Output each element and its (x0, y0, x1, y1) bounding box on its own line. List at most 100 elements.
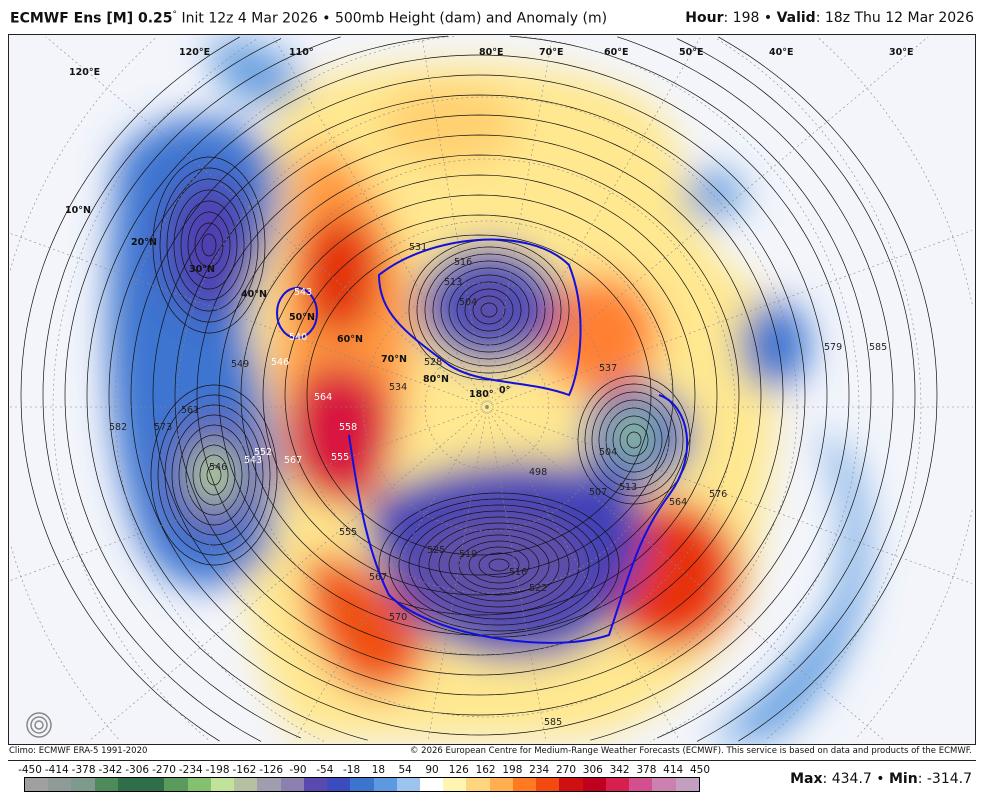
map-label: 516 (454, 257, 472, 268)
height-contour (152, 156, 266, 334)
colorbar-swatch (443, 778, 467, 791)
height-contour (171, 414, 257, 536)
map-label: 498 (529, 467, 547, 478)
init-time: Init 12z 4 Mar 2026 (181, 10, 318, 27)
map-label: 513 (444, 277, 462, 288)
540-contour (377, 238, 582, 397)
colorbar-swatch (257, 778, 281, 791)
max-label: Max (790, 771, 823, 787)
map-label: 10°N (65, 205, 91, 216)
map-label: 555 (331, 452, 349, 463)
colorbar-tick-label: 342 (609, 764, 630, 776)
colorbar-swatch (629, 778, 653, 791)
height-contour (448, 274, 530, 346)
colorbar-swatch (141, 778, 165, 791)
height-contour (448, 534, 550, 596)
colorbar-tick-label: -198 (205, 764, 230, 776)
map-label: 513 (619, 482, 637, 493)
colorbar-swatch (373, 778, 397, 791)
climo-note: Climo: ECMWF ERA-5 1991-2020 (9, 746, 148, 756)
map-label: 564 (314, 392, 332, 403)
map-label: 80°N (423, 374, 449, 385)
map-label: 543 (244, 455, 262, 466)
height-contour (416, 246, 562, 374)
map-label: 516 (509, 567, 527, 578)
height-contour (150, 384, 278, 566)
height-contour (20, 36, 938, 742)
colorbar-swatch (536, 778, 560, 791)
height-contour (432, 260, 546, 360)
height-contour (262, 194, 696, 596)
map-label: 30°N (189, 264, 215, 275)
anomaly-map: 10°N 20°N 30°N 40°N 50°N 60°N 70°N 80°N 180° 0° 12… (9, 35, 973, 742)
height-contour (408, 510, 590, 620)
min-value: -314.7 (926, 771, 972, 787)
max-min-readout: Max: 434.7 • Min: -314.7 (790, 771, 972, 787)
height-contour (130, 74, 828, 716)
height-contour (86, 35, 872, 741)
map-label: 70°E (539, 47, 563, 58)
meridian (486, 406, 547, 741)
map-label: 540 (289, 332, 307, 343)
meridian (486, 406, 885, 741)
height-contour (240, 174, 718, 616)
height-contour (192, 444, 236, 506)
height-contour (584, 383, 684, 497)
height-contour (194, 222, 224, 268)
map-label: 564 (669, 497, 687, 508)
colorbar-ticks: -450 -414 -378 -342 -306 -270 -234 -198 -162 -126… (10, 764, 710, 778)
colorbar-tick-label: -270 (152, 764, 176, 776)
map-label: 534 (389, 382, 407, 393)
colorbar-tick-label: 270 (555, 764, 577, 776)
height-contour (159, 167, 259, 323)
height-contour (428, 522, 570, 608)
map-label: 555 (339, 527, 357, 538)
height-contour (306, 234, 652, 556)
height-contour (166, 178, 252, 312)
map-title: ECMWF Ens [M] 0.25° Init 12z 4 Mar 2026 … (10, 10, 607, 27)
meridian (273, 37, 488, 408)
colorbar-tick-label: 306 (582, 764, 603, 776)
product-name: 500mb Height (dam) and Anomaly (m) (334, 10, 608, 27)
colorbar-tick-label: -234 (178, 764, 203, 776)
meridian (486, 406, 973, 584)
height-contour (378, 492, 620, 638)
height-contour (418, 516, 580, 614)
height-contour (152, 94, 806, 696)
colorbar-swatch (419, 778, 444, 791)
colorbar-swatch (512, 778, 537, 791)
colorbar-swatch (117, 778, 142, 791)
map-label: 576 (709, 489, 727, 500)
map-label: 567 (369, 572, 387, 583)
map-label: 70°N (381, 354, 407, 365)
map-label: 60°E (604, 47, 628, 58)
colorbar-tick-label: 54 (398, 764, 412, 776)
colorbar-tick-label: -450 (18, 764, 42, 776)
colorbar-swatch (48, 778, 72, 791)
hour-label: Hour (685, 10, 724, 26)
colorbar-swatch (234, 778, 258, 791)
height-contour (218, 154, 740, 636)
map-label: 30°E (889, 47, 913, 58)
colorbar-tick-label: -342 (98, 764, 123, 776)
colorbar-tick-label: -306 (125, 764, 150, 776)
map-label: 579 (824, 342, 842, 353)
colorbar-swatch (350, 778, 374, 791)
map-label: 180° (469, 389, 494, 400)
map-label: 504 (599, 447, 617, 458)
map-label: 519 (459, 549, 477, 560)
colorbar-tick-label: -90 (289, 764, 307, 776)
map-label: 552 (254, 447, 272, 458)
height-contour (480, 302, 498, 318)
map-label: 525 (427, 545, 445, 556)
height-contour (456, 281, 522, 339)
height-contour (64, 36, 894, 739)
logo-swirl-icon (26, 712, 52, 738)
map-label: 60°N (337, 334, 363, 345)
height-contour (173, 189, 245, 301)
valid-value: 18z Thu 12 Mar 2026 (824, 10, 974, 26)
valid-label: Valid (776, 10, 816, 26)
colorbar-swatch (466, 778, 490, 791)
colorbar-tick-label: 18 (371, 764, 386, 776)
height-contour (591, 391, 677, 489)
